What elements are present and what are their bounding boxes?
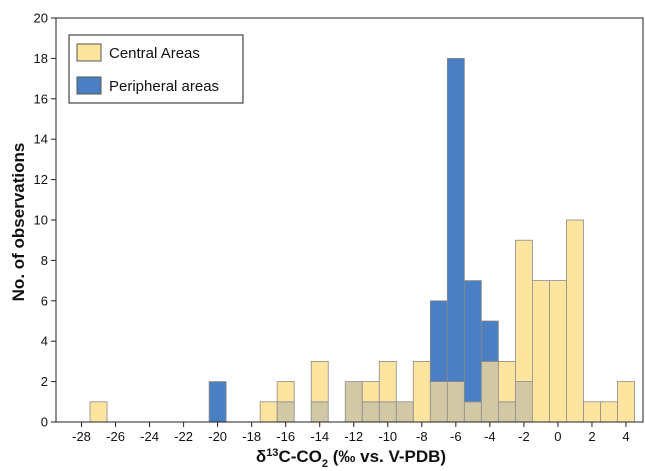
x-tick-label: -28 <box>72 429 91 444</box>
x-tick-label: -16 <box>276 429 295 444</box>
x-tick-label: -2 <box>518 429 530 444</box>
y-tick-label: 0 <box>41 415 48 430</box>
x-tick-label: -14 <box>310 429 329 444</box>
bar-central-areas <box>532 280 550 423</box>
x-axis-label-body: C-CO <box>278 447 321 466</box>
y-tick-label: 2 <box>41 374 48 389</box>
x-tick-label: 4 <box>622 429 629 444</box>
bar-central-areas <box>583 401 601 423</box>
legend-label-central: Central Areas <box>109 45 200 62</box>
bar-overlap <box>344 381 363 423</box>
y-tick-label: 6 <box>41 293 48 308</box>
y-tick-label: 10 <box>34 213 48 228</box>
x-axis-label-superscript: 13 <box>266 447 278 459</box>
x-axis: -28 -26 -24 -22 -20 -18 -16 -14 -12 -10 -8 -6 -4 -2 0 2… <box>72 422 630 444</box>
bar-peripheral-areas <box>429 300 448 382</box>
bar-overlap <box>514 381 533 423</box>
x-tick-label: -10 <box>378 429 397 444</box>
x-axis-label-units: (‰ vs. V-PDB) <box>328 447 446 466</box>
bar-central-areas <box>361 381 380 403</box>
x-tick-label: -22 <box>174 429 193 444</box>
bar-overlap <box>310 401 329 423</box>
bar-central-areas <box>310 360 329 403</box>
x-tick-label: 0 <box>554 429 561 444</box>
y-tick-label: 18 <box>34 51 48 66</box>
y-axis: 0 2 4 6 8 10 12 14 16 18 20 <box>34 11 56 430</box>
bar-central-areas <box>412 360 431 423</box>
bar-central-areas <box>497 360 516 403</box>
x-axis-label-subscript: 2 <box>322 458 328 470</box>
y-axis-label: No. of observations <box>9 143 28 302</box>
y-tick-label: 8 <box>41 253 48 268</box>
bar-central-areas <box>549 280 567 423</box>
y-tick-label: 16 <box>34 91 48 106</box>
bar-central-areas <box>378 360 397 403</box>
legend-swatch-central <box>76 43 102 62</box>
x-tick-label: -26 <box>106 429 125 444</box>
bar-central-areas <box>600 401 618 423</box>
x-tick-label: 2 <box>588 429 595 444</box>
bar-peripheral-areas <box>446 58 465 383</box>
bar-peripheral-areas <box>208 381 227 423</box>
bar-central-areas <box>566 219 584 423</box>
x-tick-label: -4 <box>484 429 496 444</box>
bar-overlap <box>276 401 295 423</box>
bar-central-areas <box>276 381 295 403</box>
y-tick-label: 14 <box>34 132 48 147</box>
bars-layer <box>89 58 635 423</box>
x-tick-label: -20 <box>208 429 227 444</box>
y-tick-label: 12 <box>34 172 48 187</box>
bar-overlap <box>429 381 448 423</box>
bar-overlap <box>497 401 516 423</box>
bar-overlap <box>361 401 380 423</box>
x-axis-label: δ13C-CO2 (‰ vs. V-PDB) <box>256 447 446 470</box>
x-tick-label: -6 <box>450 429 462 444</box>
y-tick-label: 20 <box>34 11 48 26</box>
bar-overlap <box>463 401 482 423</box>
legend: Central Areas Peripheral areas <box>68 34 244 104</box>
x-tick-label: -18 <box>242 429 261 444</box>
bar-central-areas <box>617 381 635 423</box>
bar-overlap <box>480 360 499 423</box>
x-tick-label: -8 <box>416 429 428 444</box>
x-tick-label: -24 <box>140 429 159 444</box>
legend-swatch-peripheral <box>76 76 102 95</box>
bar-overlap <box>446 381 465 423</box>
x-tick-label: -12 <box>344 429 363 444</box>
bar-central-areas <box>259 401 278 423</box>
bar-overlap <box>378 401 397 423</box>
bar-overlap <box>395 401 414 423</box>
bar-central-areas <box>514 239 533 382</box>
bar-central-areas <box>89 401 108 423</box>
legend-label-peripheral: Peripheral areas <box>109 78 219 95</box>
y-tick-label: 4 <box>41 334 48 349</box>
x-axis-label-delta: δ <box>256 447 266 466</box>
bar-peripheral-areas <box>463 280 482 403</box>
bar-peripheral-areas <box>480 320 499 362</box>
